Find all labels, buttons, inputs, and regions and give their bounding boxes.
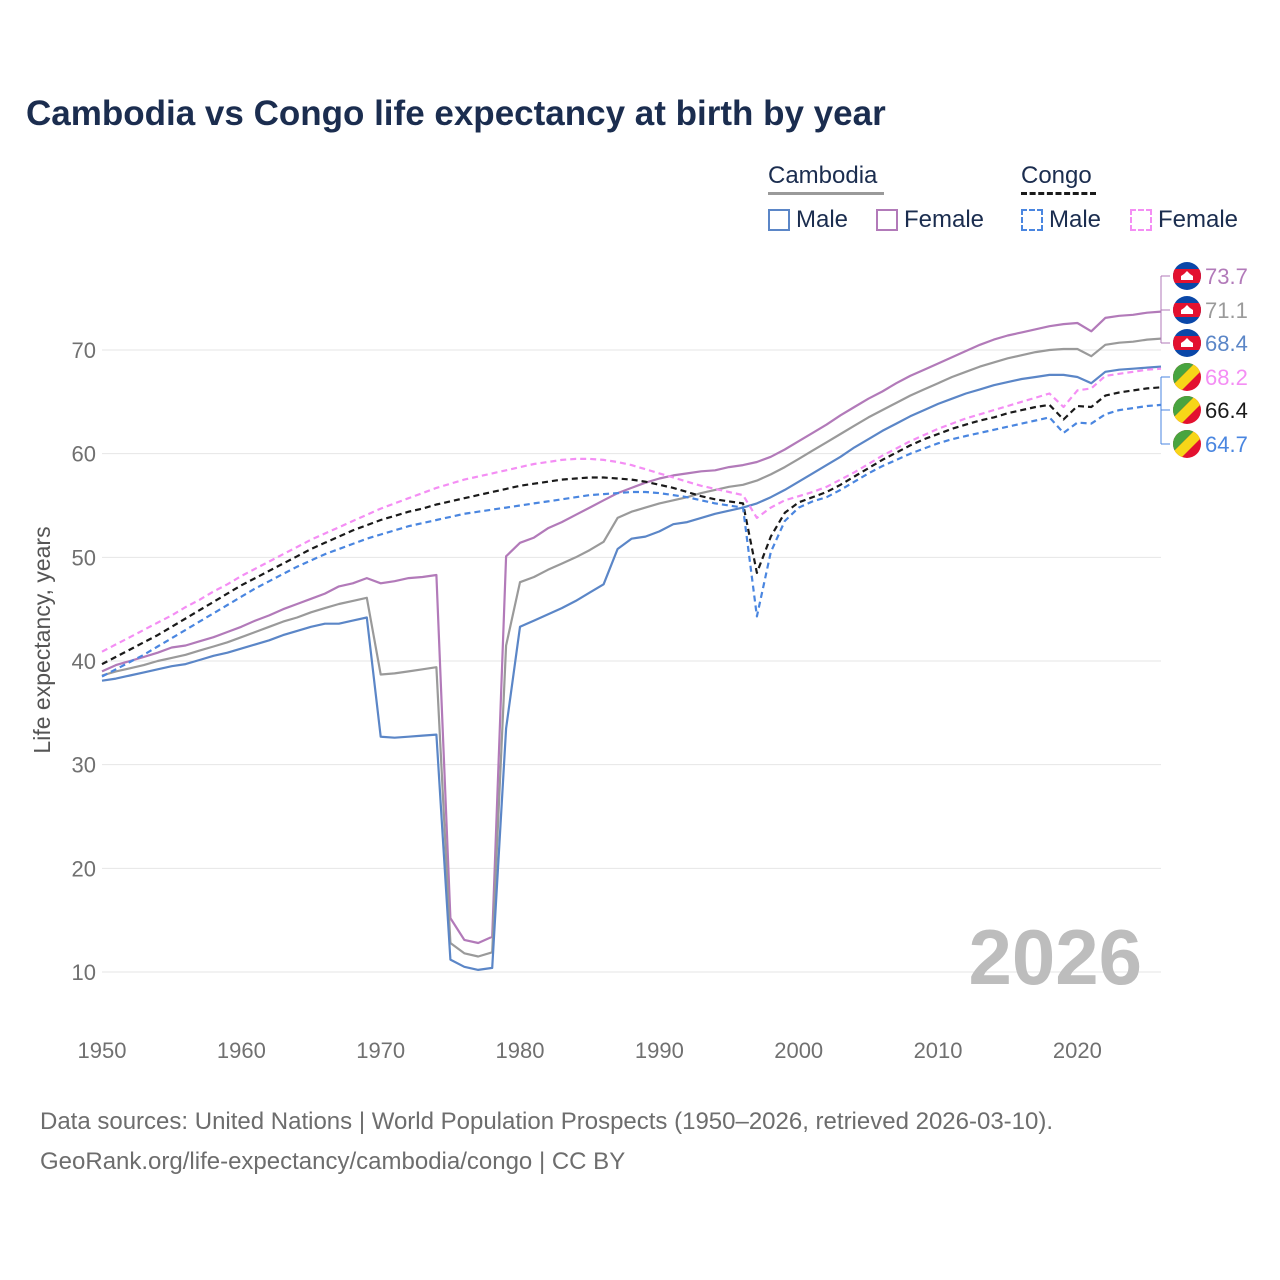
end-label-cambodia-female: 73.7 [1205, 264, 1248, 289]
y-tick-label-60: 60 [72, 442, 96, 467]
x-tick-label-1980: 1980 [496, 1038, 545, 1063]
series-line-cambodia-male[interactable] [101, 365, 1162, 971]
x-tick-label-2010: 2010 [914, 1038, 963, 1063]
legend-cambodia-title: Cambodia [768, 162, 878, 189]
y-tick-label-50: 50 [72, 545, 96, 570]
legend-label-congo-male: Male [1049, 206, 1102, 233]
cambodia-label-bracket [1160, 275, 1170, 344]
x-tick-label-1970: 1970 [356, 1038, 405, 1063]
y-tick-label-40: 40 [72, 649, 96, 674]
legend-swatch-cambodia-male [768, 209, 790, 231]
legend-label-cambodia-female: Female [904, 206, 985, 233]
y-axis-ticks: 10 20 30 40 50 60 70 [72, 338, 96, 985]
x-tick-label-1950: 1950 [78, 1038, 127, 1063]
y-tick-label-30: 30 [72, 753, 96, 778]
legend-swatch-cambodia-female [876, 209, 898, 231]
legend-congo-underline [1021, 192, 1096, 195]
end-label-cambodia-male: 68.4 [1205, 331, 1248, 356]
x-tick-label-1990: 1990 [635, 1038, 684, 1063]
flag-congo-icon-5 [1173, 430, 1201, 458]
end-label-congo-male: 64.7 [1205, 432, 1248, 457]
y-axis-label: Life expectancy, years [29, 526, 55, 753]
x-tick-label-1960: 1960 [217, 1038, 266, 1063]
x-tick-label-2000: 2000 [774, 1038, 823, 1063]
current-year-watermark: 2026 [968, 913, 1142, 1001]
credit-link[interactable]: GeoRank.org/life-expectancy/cambodia/con… [40, 1148, 626, 1175]
series-lines [101, 310, 1162, 971]
end-label-congo-total: 66.4 [1205, 398, 1248, 423]
congo-label-bracket [1160, 376, 1170, 445]
series-line-congo-female[interactable] [101, 367, 1162, 653]
chart-title: Cambodia vs Congo life expectancy at bir… [26, 94, 886, 133]
end-label-cambodia-total: 71.1 [1205, 298, 1248, 323]
y-tick-label-20: 20 [72, 856, 96, 881]
series-line-congo-total[interactable] [101, 386, 1162, 666]
flag-congo-icon-4 [1173, 396, 1201, 424]
gridlines [102, 349, 1161, 973]
legend-item-cambodia-female[interactable]: Female [876, 206, 984, 234]
legend-item-congo-female[interactable]: Female [1130, 206, 1238, 234]
legend-label-congo-female: Female [1158, 206, 1239, 233]
legend-swatch-congo-female [1130, 209, 1152, 231]
legend-label-cambodia-male: Male [796, 206, 849, 233]
legend-item-congo-male[interactable]: Male [1021, 206, 1101, 234]
legend-item-cambodia-male[interactable]: Male [768, 206, 848, 234]
y-tick-label-70: 70 [72, 338, 96, 363]
flag-cambodia-icon-0 [1173, 262, 1201, 290]
series-line-cambodia-female[interactable] [101, 310, 1162, 945]
x-tick-label-2020: 2020 [1053, 1038, 1102, 1063]
end-labels: 73.7 71.1 68.4 68.2 66.4 64.7 [1160, 262, 1248, 458]
data-sources: Data sources: United Nations | World Pop… [40, 1108, 1054, 1135]
legend-swatch-congo-male [1021, 209, 1043, 231]
legend-cambodia-underline [768, 192, 884, 195]
flag-cambodia-icon-2 [1173, 329, 1201, 357]
series-line-cambodia-total[interactable] [101, 337, 1162, 958]
series-line-congo-male[interactable] [101, 403, 1162, 678]
x-axis-ticks: 1950 1960 1970 1980 1990 2000 2010 2020 [78, 1038, 1102, 1063]
y-tick-label-10: 10 [72, 960, 96, 985]
end-label-congo-female: 68.2 [1205, 365, 1248, 390]
flag-congo-icon-3 [1173, 363, 1201, 391]
legend-congo-title: Congo [1021, 162, 1092, 189]
flag-cambodia-icon-1 [1173, 296, 1201, 324]
